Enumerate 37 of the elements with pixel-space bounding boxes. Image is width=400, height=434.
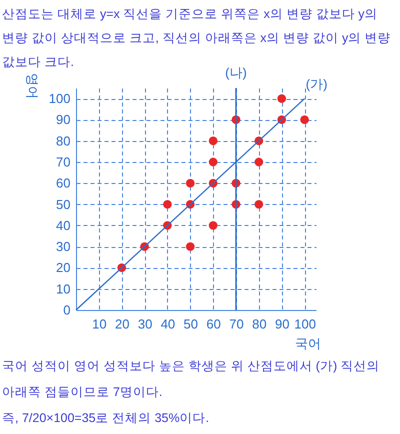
point xyxy=(163,200,172,209)
point xyxy=(277,94,286,103)
x-tick-label: 50 xyxy=(184,316,198,332)
x-tick-label: 60 xyxy=(206,316,221,332)
y-tick-label: 60 xyxy=(56,176,70,191)
y-tick-label: 30 xyxy=(56,239,70,254)
x-tick-label: 30 xyxy=(138,316,152,332)
y-tick-label: 80 xyxy=(56,133,70,148)
point xyxy=(254,158,264,166)
text: 국어 성적이 영어 성적보다 높은 학생은 위 산점도에서 (가) 직선의 아래쪽 점들이므로 7명이다. xyxy=(2,359,380,399)
point xyxy=(208,136,218,146)
x-tick-label: 10 xyxy=(92,316,107,332)
x-tick-label: 70 xyxy=(229,316,244,332)
y-tick-label: 0 xyxy=(63,302,70,318)
y-tick-label: 100 xyxy=(48,91,70,106)
y-tick-label: 10 xyxy=(56,281,70,296)
y-tick-label: 40 xyxy=(56,218,70,233)
x-tick-label: 90 xyxy=(274,316,290,332)
y-tick-label: 50 xyxy=(56,196,70,212)
x-tick-label: 20 xyxy=(114,316,130,332)
point xyxy=(254,200,264,209)
point xyxy=(208,158,218,166)
y-tick-label: 90 xyxy=(56,112,70,128)
y-tick-label: 20 xyxy=(56,260,70,276)
y-axis-title: 영어 xyxy=(25,73,40,99)
text: 즉, 7/20×100=35로 전체의 35%이다. xyxy=(2,411,210,425)
ref-line-label: (나) xyxy=(225,65,247,80)
point xyxy=(300,115,309,124)
y-tick-label: 70 xyxy=(56,154,70,170)
x-tick-label: 80 xyxy=(252,316,267,332)
point xyxy=(186,178,195,188)
x-axis-title: 국어 xyxy=(295,336,321,351)
point xyxy=(208,221,218,230)
series-label: (가) xyxy=(306,76,328,92)
x-tick-label: 40 xyxy=(160,316,176,332)
point xyxy=(186,242,195,251)
x-tick-label: 100 xyxy=(294,316,316,332)
